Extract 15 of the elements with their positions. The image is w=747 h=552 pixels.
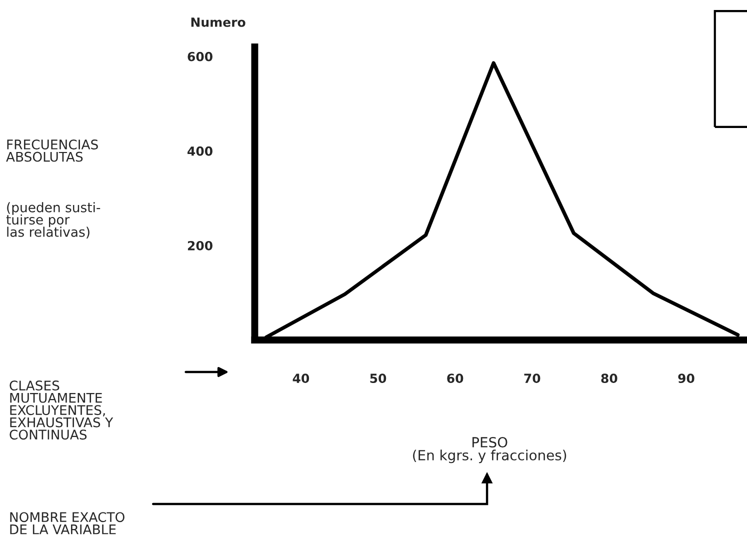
text: NOMBRE EXACTO DE LA VARIABLE [10,512,124,534]
x-tick-label: 40 [292,374,310,384]
x-tick-label: 70 [524,374,540,384]
x-tick-label: 90 [678,374,694,384]
x-tick-label: 60 [447,374,464,384]
y-tick-label: 400 [188,146,212,156]
text: CLASES MUTUAMENTE EXCLUYENTES, EXHAUSTIVAS Y CONTINUAS [10,380,114,440]
y-tick-label: 200 [188,240,212,250]
y-tick-label: 600 [188,52,212,62]
y-axis-title: Numero [191,18,246,27]
x-tick-label: 50 [370,374,386,384]
x-axis-title: PESO (En kgrs. y fracciones) [413,437,566,464]
x-tick-label: 80 [601,374,618,384]
text: FRECUENCIAS ABSOLUTAS [6,140,98,162]
text: (pueden susti- tuirse por las relativas) [6,202,100,238]
